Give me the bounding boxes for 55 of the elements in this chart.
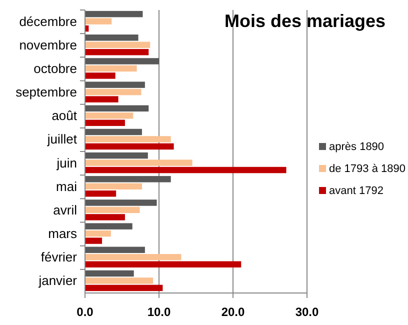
bar xyxy=(85,254,182,260)
x-tick-label: 30.0 xyxy=(295,305,319,319)
bar xyxy=(85,176,171,182)
bar xyxy=(85,96,118,102)
x-tick-label: 20.0 xyxy=(221,305,245,319)
bar xyxy=(85,190,116,197)
bar xyxy=(85,284,163,292)
bar xyxy=(85,82,145,88)
bar xyxy=(85,120,125,126)
y-tick-label: juillet xyxy=(46,132,78,147)
bar xyxy=(85,105,149,112)
bar xyxy=(85,136,171,142)
bar xyxy=(85,214,125,220)
bar xyxy=(85,10,143,18)
y-tick-label: octobre xyxy=(34,60,77,76)
bar xyxy=(85,166,286,174)
bar xyxy=(85,112,134,119)
y-tick-label: août xyxy=(52,108,78,124)
x-tick-label: 0.0 xyxy=(76,305,94,319)
legend-label: de 1793 à 1890 xyxy=(329,163,406,175)
y-tick-label: janvier xyxy=(38,273,78,288)
bar xyxy=(85,88,142,96)
y-tick-label: mai xyxy=(56,178,78,194)
bar xyxy=(85,206,140,214)
y-tick-label: avril xyxy=(53,202,78,218)
bar xyxy=(85,261,242,268)
y-tick-label: décembre xyxy=(19,14,77,29)
y-tick-label: novembre xyxy=(19,37,77,52)
y-tick-label: septembre xyxy=(16,84,77,100)
bar xyxy=(85,18,112,24)
bar xyxy=(85,34,138,41)
bar xyxy=(85,270,134,277)
bar xyxy=(85,143,174,150)
bar xyxy=(85,183,142,190)
chart-title: Mois des mariages xyxy=(224,11,386,31)
legend-label: après 1890 xyxy=(329,141,384,153)
bar xyxy=(85,200,157,206)
bar xyxy=(85,238,102,244)
bar xyxy=(85,42,150,48)
bar xyxy=(85,128,142,136)
bar xyxy=(85,223,132,230)
y-tick-label: mars xyxy=(48,226,78,242)
y-tick-label: juin xyxy=(56,155,77,170)
bar xyxy=(85,58,159,64)
x-tick-label: 10.0 xyxy=(147,305,171,319)
bar xyxy=(85,65,137,72)
bar xyxy=(85,72,116,79)
y-tick-label: février xyxy=(40,250,78,265)
bar xyxy=(85,278,154,284)
bar xyxy=(85,152,148,159)
legend-label: avant 1792 xyxy=(329,185,384,197)
bar xyxy=(85,160,192,166)
bar xyxy=(85,246,145,254)
bar xyxy=(85,230,111,237)
bar xyxy=(85,48,149,56)
